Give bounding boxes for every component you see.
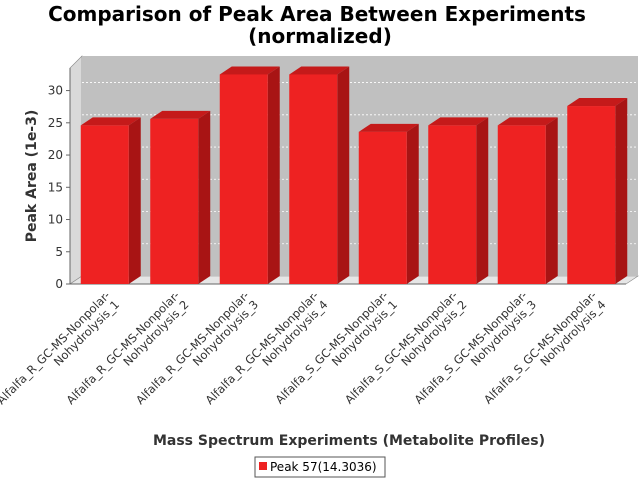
y-tick-label: 5 [55, 245, 63, 259]
bar [150, 110, 211, 284]
y-tick-label: 0 [55, 277, 63, 291]
y-axis-label: Peak Area (1e-3) [24, 110, 40, 243]
y-tick-label: 30 [48, 84, 63, 98]
bar-top-face [497, 117, 558, 126]
x-axis-tick-labels: Alfalfa_R_GC-MS-Nonpolar-Nohydrolysis_1A… [0, 288, 609, 416]
bar-top-face [358, 123, 419, 132]
bar [567, 98, 628, 284]
bar-front-face [567, 106, 616, 284]
legend-box [254, 456, 386, 478]
plot-side-wall [69, 55, 83, 285]
bar [80, 117, 141, 285]
bar [358, 123, 419, 285]
bar-top-face [80, 117, 141, 126]
bar-side-face [476, 117, 489, 285]
bar [497, 117, 558, 285]
legend-label: Peak 57(14.3036) [270, 460, 377, 474]
bar-side-face [545, 117, 558, 285]
bars [80, 66, 628, 285]
bar-side-face [337, 66, 350, 285]
bar-top-face [150, 110, 211, 119]
plot-area: 0 5 10 15 20 25 30 Alfalfa_R_GC-MS-Nonpolar-No… [0, 55, 639, 416]
bar-front-face [289, 74, 338, 285]
bar-side-face [128, 117, 141, 285]
x-axis-label: Mass Spectrum Experiments (Metabolite Pr… [153, 433, 545, 449]
bar-side-face [267, 66, 280, 285]
chart-subtitle: (normalized) [248, 24, 392, 48]
y-axis-ticks: 0 5 10 15 20 25 30 [48, 84, 70, 291]
bar-front-face [150, 118, 199, 284]
bar-top-face [289, 66, 350, 75]
y-tick-label: 25 [48, 116, 63, 130]
bar-top-face [567, 98, 628, 107]
y-tick-label: 20 [48, 148, 63, 162]
y-tick-label: 10 [48, 213, 63, 227]
bar-top-face [428, 117, 489, 126]
bar [428, 117, 489, 285]
bar-front-face [80, 125, 129, 284]
chart-title: Comparison of Peak Area Between Experime… [48, 2, 586, 26]
bar [289, 66, 350, 285]
y-tick-label: 15 [48, 180, 63, 194]
legend-swatch [259, 462, 267, 470]
bar-side-face [198, 110, 211, 284]
bar [219, 66, 280, 285]
x-tick-label: Alfalfa_R_GC-MS-Nonpolar-Nohydrolysis_1 [0, 288, 122, 416]
bar-front-face [358, 131, 407, 284]
bar-side-face [615, 98, 628, 284]
bar-top-face [219, 66, 280, 75]
bar-front-face [497, 125, 546, 284]
bar-side-face [406, 123, 419, 285]
bar-front-face [219, 74, 268, 285]
bar-front-face [428, 125, 477, 284]
legend: Peak 57(14.3036) [254, 456, 386, 478]
